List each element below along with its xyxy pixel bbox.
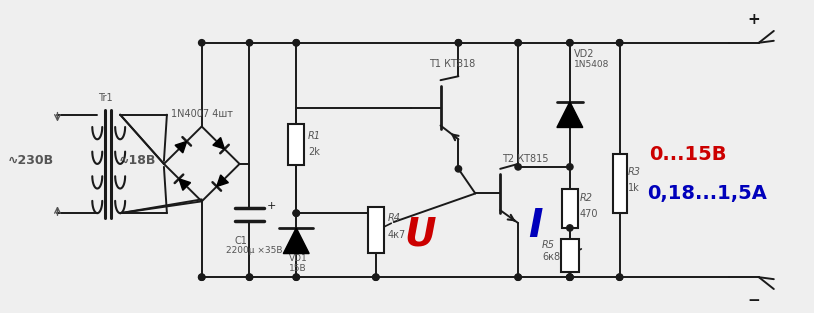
Text: +: + (266, 201, 276, 211)
Circle shape (616, 40, 623, 46)
Circle shape (199, 274, 205, 280)
Circle shape (293, 210, 300, 216)
Text: VD1: VD1 (289, 254, 308, 264)
Text: 1N4007 4шт: 1N4007 4шт (171, 109, 233, 119)
Text: R3: R3 (628, 167, 641, 177)
Circle shape (567, 274, 573, 280)
Circle shape (455, 40, 462, 46)
Text: Tr1: Tr1 (98, 93, 112, 103)
Text: T2 КТ815: T2 КТ815 (502, 154, 549, 164)
Bar (561, 239, 579, 272)
Bar (562, 188, 578, 228)
Circle shape (567, 225, 573, 231)
Text: 6к8: 6к8 (542, 252, 560, 261)
Text: 2k: 2k (309, 147, 320, 157)
Circle shape (567, 164, 573, 170)
Text: R1: R1 (309, 131, 322, 141)
Text: ∿230В: ∿230В (7, 154, 54, 167)
Polygon shape (175, 141, 186, 153)
Circle shape (567, 40, 573, 46)
Circle shape (515, 274, 521, 280)
Circle shape (373, 274, 379, 280)
Circle shape (455, 166, 462, 172)
Polygon shape (179, 179, 190, 190)
Text: 0...15В: 0...15В (650, 145, 727, 164)
Text: 4к7: 4к7 (387, 230, 406, 240)
Circle shape (199, 40, 205, 46)
Bar (288, 124, 304, 165)
Circle shape (616, 274, 623, 280)
Bar (368, 207, 384, 253)
Text: R2: R2 (580, 193, 593, 203)
Text: ∿18В: ∿18В (118, 154, 155, 167)
Bar (613, 154, 627, 213)
Text: 1k: 1k (628, 182, 639, 192)
Circle shape (293, 40, 300, 46)
Text: 2200μ ×35В: 2200μ ×35В (226, 246, 282, 255)
Text: C1: C1 (234, 236, 247, 246)
Text: +: + (747, 12, 760, 27)
Circle shape (373, 274, 379, 280)
Circle shape (199, 274, 205, 280)
Circle shape (455, 40, 462, 46)
Text: 470: 470 (580, 209, 598, 219)
Circle shape (567, 274, 573, 280)
Circle shape (616, 40, 623, 46)
Circle shape (247, 40, 252, 46)
Text: R5: R5 (542, 240, 555, 250)
Polygon shape (213, 137, 225, 149)
Circle shape (515, 164, 521, 170)
Circle shape (515, 274, 521, 280)
Text: I: I (527, 207, 542, 245)
Circle shape (567, 274, 573, 280)
Text: T1 КТ818: T1 КТ818 (429, 59, 475, 69)
Text: VD2: VD2 (574, 49, 594, 59)
Circle shape (293, 274, 300, 280)
Text: −: − (747, 293, 760, 308)
Text: 0,18...1,5А: 0,18...1,5А (647, 184, 768, 203)
Circle shape (567, 40, 573, 46)
Circle shape (293, 210, 300, 216)
Text: U: U (405, 216, 436, 254)
Polygon shape (557, 102, 583, 127)
Circle shape (616, 274, 623, 280)
Polygon shape (283, 228, 309, 254)
Circle shape (247, 274, 252, 280)
Circle shape (247, 274, 252, 280)
Circle shape (293, 274, 300, 280)
Text: 15В: 15В (290, 264, 307, 273)
Circle shape (567, 274, 573, 280)
Circle shape (515, 40, 521, 46)
Circle shape (515, 40, 521, 46)
Text: R4: R4 (387, 213, 400, 223)
Text: 1N5408: 1N5408 (574, 59, 609, 69)
Polygon shape (217, 175, 229, 187)
Circle shape (293, 40, 300, 46)
